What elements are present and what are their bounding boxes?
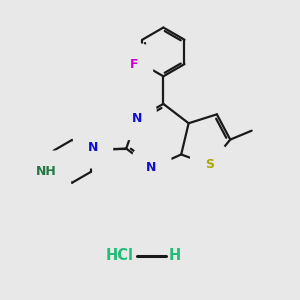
Text: N: N (131, 112, 142, 125)
Text: N: N (146, 161, 157, 174)
Text: N: N (88, 140, 98, 154)
Text: F: F (130, 58, 138, 71)
Text: NH: NH (36, 166, 56, 178)
Text: S: S (205, 158, 214, 171)
Text: HCl: HCl (106, 248, 134, 263)
Text: H: H (168, 248, 181, 263)
